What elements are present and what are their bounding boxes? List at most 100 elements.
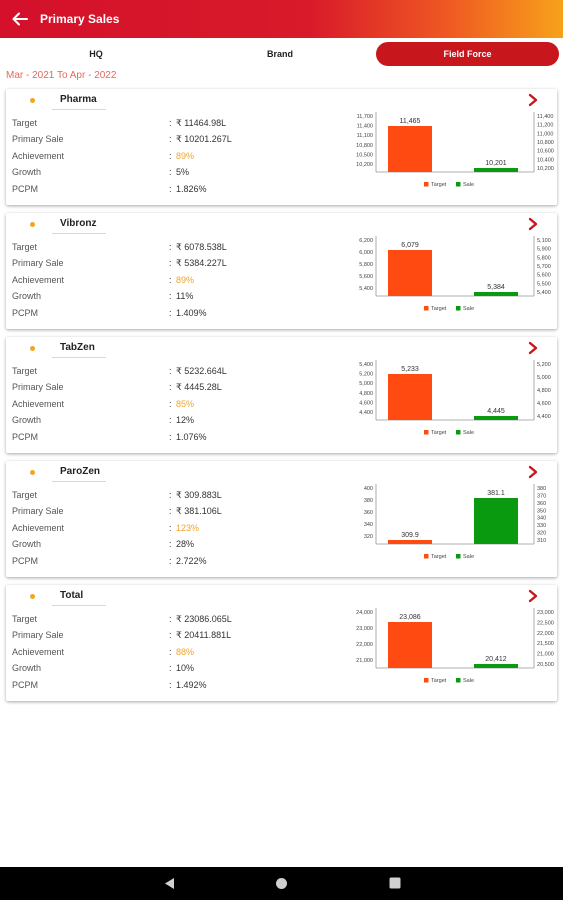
metric-row-achievement: Achievement:85% [12,399,332,413]
metric-value: ₹ 10201.267L [176,134,232,145]
metric-row-primary-sale: Primary Sale: ₹ 381.106L [12,506,332,520]
left-tick-label: 6,000 [359,250,373,256]
colon-separator: : [169,506,172,517]
right-tick-label: 350 [537,508,546,514]
tab-field-force[interactable]: Field Force [376,42,559,66]
legend-swatch-target [424,554,429,559]
left-tick-label: 5,600 [359,274,373,280]
chevron-right-icon[interactable] [527,589,539,603]
bar-sale [474,168,518,172]
right-tick-label: 4,600 [537,401,551,407]
legend-swatch-target [424,678,429,683]
left-tick-label: 24,000 [356,610,373,616]
metric-label: Target [12,118,38,128]
colon-separator: : [169,183,172,194]
summary-card-vibronz: Vibronz Target: ₹ 6078.538L Primary Sale: ₹ … [6,213,557,329]
colon-separator: : [169,274,172,285]
legend-label: Sale [463,678,474,684]
arrow-left-icon [12,12,28,26]
right-tick-label: 5,400 [537,290,551,296]
metric-label: Growth [12,415,42,426]
metric-value: ₹ 23086.065L [176,614,232,624]
card-header[interactable]: Vibronz [6,213,557,235]
legend-swatch-target [424,306,429,311]
metric-value: 1.826% [176,183,207,194]
metric-value: 2.722% [176,555,207,566]
right-tick-label: 10,800 [537,140,554,146]
summary-card-total: Total Target: ₹ 23086.065L Primary Sale: ₹ 2… [6,585,557,701]
right-tick-label: 4,400 [537,414,551,420]
metric-label: Primary Sale [12,134,64,145]
summary-card-pharma: Pharma Target: ₹ 11464.98L Primary Sale: ₹ 1… [6,89,557,205]
right-tick-label: 330 [537,523,546,529]
metric-label: Growth [12,291,42,302]
left-tick-label: 360 [364,510,373,516]
metric-value: 1.409% [176,307,207,318]
metric-label: PCPM [12,555,39,566]
metric-label: Target [12,366,38,376]
right-tick-label: 23,000 [537,610,554,616]
nav-back-icon[interactable] [163,877,175,890]
right-tick-label: 11,400 [537,114,553,120]
right-tick-label: 5,600 [537,273,551,279]
right-tick-label: 5,700 [537,264,551,270]
metric-value: 12% [176,415,195,426]
metric-label: Achievement [12,150,65,161]
right-tick-label: 5,000 [537,375,551,381]
tab-brand[interactable]: Brand [266,49,293,59]
app-bar: Primary Sales [0,0,563,38]
nav-home-icon[interactable] [275,877,288,890]
comparison-bar-chart: 11,700 11,400 11,100 10,800 10,500 10,200 11,4… [344,106,557,201]
back-button[interactable] [0,0,40,38]
date-range[interactable]: Mar - 2021 To Apr - 2022 [6,70,117,81]
card-header[interactable]: TabZen [6,337,557,359]
bar-target [388,374,432,420]
colon-separator: : [169,291,172,302]
left-tick-label: 10,500 [356,152,373,158]
metric-row-achievement: Achievement:89% [12,275,332,289]
left-tick-label: 4,800 [359,391,373,397]
left-tick-label: 23,000 [356,626,373,632]
right-tick-label: 11,000 [537,131,553,137]
metric-label: Primary Sale [12,382,64,393]
legend-swatch-sale [456,430,461,435]
right-tick-label: 21,000 [537,652,554,658]
card-title: Pharma [60,94,97,105]
colon-separator: : [169,398,172,409]
colon-separator: : [169,118,172,128]
chevron-right-icon[interactable] [527,341,539,355]
right-tick-label: 380 [537,486,546,492]
chart-svg: 5,400 5,200 5,000 4,800 4,600 4,400 5,200 5,000… [359,360,551,436]
left-tick-label: 5,000 [359,381,373,387]
chart-svg: 11,700 11,400 11,100 10,800 10,500 10,200 11,4… [356,112,554,188]
legend-swatch-sale [456,306,461,311]
nav-recents-icon[interactable] [389,877,401,889]
metric-value: 28% [176,539,195,550]
left-tick-label: 11,400 [357,124,373,130]
left-tick-label: 4,600 [359,400,373,406]
card-header[interactable]: ParoZen [6,461,557,483]
metric-value: 11% [176,291,194,302]
tab-hq[interactable]: HQ [89,49,103,59]
metric-row-pcpm: PCPM:2.722% [12,556,332,570]
chevron-right-icon[interactable] [527,93,539,107]
card-header[interactable]: Pharma [6,89,557,111]
bar-target [388,126,432,172]
metric-value: 10% [176,663,195,674]
metric-label: Primary Sale [12,506,64,517]
card-header[interactable]: Total [6,585,557,607]
metric-value: 85% [176,398,195,409]
colon-separator: : [169,431,172,442]
header-divider [52,109,106,110]
metric-row-primary-sale: Primary Sale: ₹ 20411.881L [12,630,332,644]
chevron-right-icon[interactable] [527,465,539,479]
left-tick-label: 5,400 [359,362,373,368]
chevron-right-icon[interactable] [527,217,539,231]
right-tick-label: 22,000 [537,631,554,637]
metric-value: 89% [176,150,195,161]
colon-separator: : [169,663,172,674]
metric-label: Growth [12,539,42,550]
metric-value: ₹ 5232.664L [176,366,227,376]
metric-value: ₹ 20411.881L [176,630,232,641]
bar-value-label: 23,086 [399,614,421,621]
